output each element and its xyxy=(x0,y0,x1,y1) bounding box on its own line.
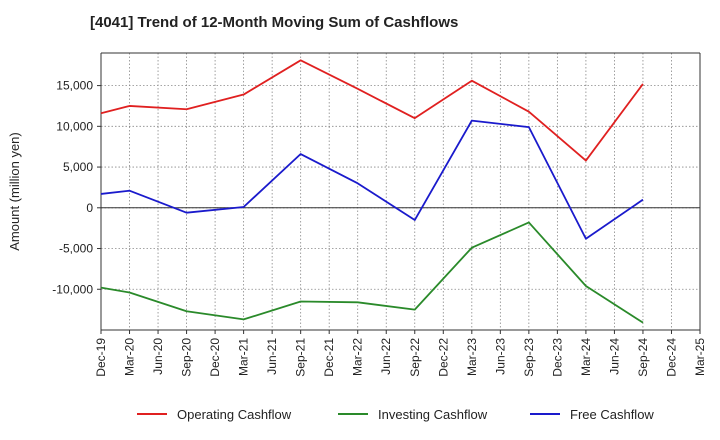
legend-label: Free Cashflow xyxy=(570,407,654,422)
x-tick-label: Dec-20 xyxy=(208,338,222,377)
y-tick-label: -10,000 xyxy=(52,282,93,296)
y-tick-label: 15,000 xyxy=(56,79,93,93)
x-tick-label: Sep-23 xyxy=(522,338,536,377)
x-tick-label: Mar-23 xyxy=(465,338,479,376)
series-line xyxy=(100,221,644,324)
x-tick-label: Dec-22 xyxy=(436,338,450,377)
series-line xyxy=(100,119,644,240)
x-tick-label: Dec-19 xyxy=(94,338,108,377)
x-tick-label: Jun-24 xyxy=(607,338,621,375)
x-tick-label: Mar-25 xyxy=(693,338,707,376)
x-tick-label: Sep-21 xyxy=(294,338,308,377)
x-tick-label: Sep-24 xyxy=(636,338,650,377)
series-line xyxy=(100,59,644,162)
x-tick-label: Sep-22 xyxy=(408,338,422,377)
y-axis-label: Amount (million yen) xyxy=(7,132,22,251)
x-tick-label: Jun-23 xyxy=(493,338,507,375)
x-tick-label: Sep-20 xyxy=(180,338,194,377)
x-tick-label: Dec-24 xyxy=(664,338,678,377)
x-tick-label: Mar-24 xyxy=(579,338,593,376)
y-tick-label: 5,000 xyxy=(63,160,93,174)
x-tick-label: Dec-21 xyxy=(322,338,336,377)
legend-label: Operating Cashflow xyxy=(177,407,292,422)
plot-area xyxy=(101,53,700,330)
x-tick-label: Jun-21 xyxy=(265,338,279,375)
chart-title: [4041] Trend of 12-Month Moving Sum of C… xyxy=(90,14,459,31)
y-tick-label: -5,000 xyxy=(59,242,93,256)
legend-label: Investing Cashflow xyxy=(378,407,488,422)
x-tick-label: Mar-21 xyxy=(237,338,251,376)
x-tick-label: Mar-22 xyxy=(351,338,365,376)
x-tick-label: Mar-20 xyxy=(123,338,137,376)
x-tick-label: Jun-22 xyxy=(379,338,393,375)
x-tick-label: Dec-23 xyxy=(550,338,564,377)
y-tick-label: 0 xyxy=(86,201,93,215)
x-tick-label: Jun-20 xyxy=(151,338,165,375)
y-tick-label: 10,000 xyxy=(56,119,93,133)
